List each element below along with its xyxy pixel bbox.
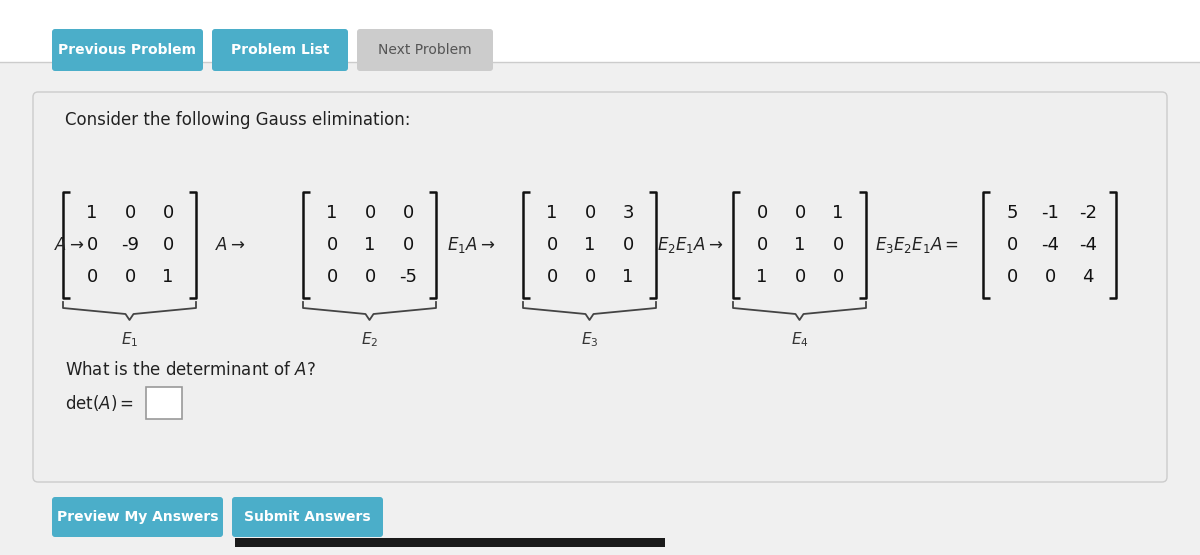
Text: $A \rightarrow$: $A \rightarrow$ <box>54 236 85 254</box>
Text: 0: 0 <box>125 268 136 286</box>
Text: 0: 0 <box>326 236 337 254</box>
FancyBboxPatch shape <box>212 29 348 71</box>
Text: 0: 0 <box>86 236 97 254</box>
Text: 0: 0 <box>584 204 595 222</box>
Text: Next Problem: Next Problem <box>378 43 472 57</box>
Text: -9: -9 <box>121 236 139 254</box>
Text: $E_2$: $E_2$ <box>361 330 378 349</box>
Bar <box>0 0 1200 62</box>
Text: $E_2E_1A \rightarrow$: $E_2E_1A \rightarrow$ <box>658 235 724 255</box>
Text: -4: -4 <box>1042 236 1060 254</box>
Text: Preview My Answers: Preview My Answers <box>56 510 218 524</box>
FancyBboxPatch shape <box>146 387 182 419</box>
Text: Submit Answers: Submit Answers <box>244 510 371 524</box>
Text: 0: 0 <box>756 204 768 222</box>
Text: 0: 0 <box>833 236 844 254</box>
Text: 0: 0 <box>326 268 337 286</box>
Text: 0: 0 <box>546 268 558 286</box>
Text: $E_3E_2E_1A =$: $E_3E_2E_1A =$ <box>875 235 959 255</box>
FancyBboxPatch shape <box>232 497 383 537</box>
Text: 0: 0 <box>756 236 768 254</box>
Text: 1: 1 <box>546 204 558 222</box>
Text: -1: -1 <box>1042 204 1058 222</box>
Text: 1: 1 <box>833 204 844 222</box>
Text: 0: 0 <box>1007 268 1018 286</box>
Bar <box>235 538 665 547</box>
Text: 0: 0 <box>1007 236 1018 254</box>
FancyBboxPatch shape <box>52 29 203 71</box>
Text: 0: 0 <box>365 204 376 222</box>
Text: -5: -5 <box>398 268 418 286</box>
Text: 0: 0 <box>402 236 414 254</box>
Text: -2: -2 <box>1079 204 1097 222</box>
Text: Previous Problem: Previous Problem <box>59 43 197 57</box>
Text: 4: 4 <box>1082 268 1093 286</box>
Text: 0: 0 <box>794 268 805 286</box>
Text: 0: 0 <box>125 204 136 222</box>
Text: 0: 0 <box>623 236 634 254</box>
Text: 0: 0 <box>794 204 805 222</box>
Text: Consider the following Gauss elimination:: Consider the following Gauss elimination… <box>65 111 410 129</box>
Text: $E_3$: $E_3$ <box>581 330 599 349</box>
Text: $E_1A \rightarrow$: $E_1A \rightarrow$ <box>446 235 496 255</box>
Text: 0: 0 <box>833 268 844 286</box>
Text: 1: 1 <box>86 204 97 222</box>
Text: 3: 3 <box>623 204 634 222</box>
Text: 0: 0 <box>584 268 595 286</box>
Text: 1: 1 <box>326 204 337 222</box>
Text: $\mathrm{det}(A) =$: $\mathrm{det}(A) =$ <box>65 393 134 413</box>
Text: 1: 1 <box>623 268 634 286</box>
Text: $E_4$: $E_4$ <box>791 330 809 349</box>
Text: Problem List: Problem List <box>230 43 329 57</box>
Text: 0: 0 <box>546 236 558 254</box>
Text: $A \rightarrow$: $A \rightarrow$ <box>215 236 246 254</box>
Text: 0: 0 <box>162 236 174 254</box>
FancyBboxPatch shape <box>52 497 223 537</box>
Text: 0: 0 <box>402 204 414 222</box>
Text: 0: 0 <box>365 268 376 286</box>
Text: 0: 0 <box>1044 268 1056 286</box>
Text: $E_1$: $E_1$ <box>121 330 138 349</box>
Text: 1: 1 <box>365 236 376 254</box>
Text: 1: 1 <box>794 236 805 254</box>
Text: 1: 1 <box>162 268 174 286</box>
Text: 0: 0 <box>86 268 97 286</box>
Text: 0: 0 <box>162 204 174 222</box>
Text: -4: -4 <box>1079 236 1097 254</box>
FancyBboxPatch shape <box>34 92 1166 482</box>
Text: What is the determinant of $A$?: What is the determinant of $A$? <box>65 361 316 379</box>
Text: 5: 5 <box>1007 204 1018 222</box>
FancyBboxPatch shape <box>358 29 493 71</box>
Text: 1: 1 <box>756 268 768 286</box>
Text: 1: 1 <box>584 236 595 254</box>
